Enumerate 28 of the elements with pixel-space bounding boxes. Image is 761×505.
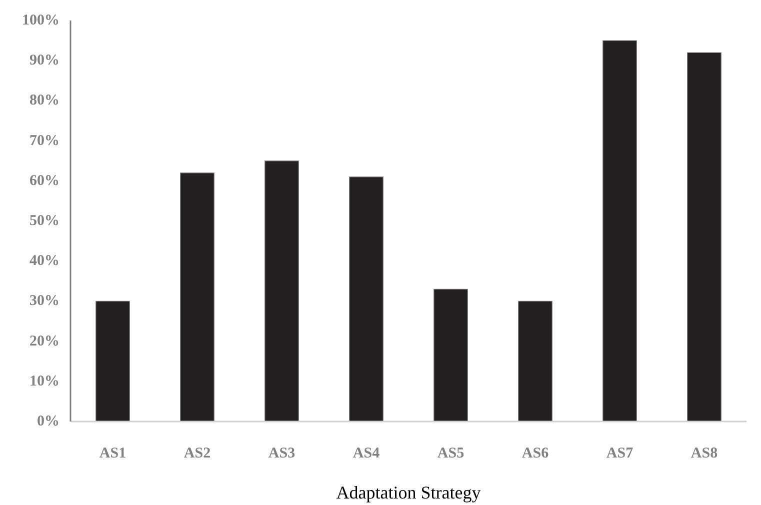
x-tick-label: AS8 (690, 446, 718, 462)
x-tick-label: AS6 (522, 446, 550, 462)
bar (518, 300, 552, 422)
x-tick-label: AS2 (184, 446, 211, 462)
bar (349, 176, 384, 422)
x-tick-label: AS3 (268, 446, 296, 462)
bar (687, 52, 722, 422)
y-tick-label: 80% (30, 92, 60, 109)
y-tick-label: 40% (30, 253, 60, 270)
y-tick-label: 50% (30, 213, 60, 229)
y-tick-label: 60% (30, 172, 60, 189)
x-tick-label: AS7 (606, 446, 634, 462)
x-tick-label: AS1 (99, 446, 126, 462)
y-tick-label: 100% (22, 12, 60, 28)
bar (264, 160, 299, 422)
y-tick-label: 20% (30, 333, 60, 350)
x-axis-title: Adaptation Strategy (336, 482, 481, 502)
bar (434, 288, 468, 422)
bar (180, 172, 214, 422)
y-tick-label: 0% (37, 414, 60, 430)
x-tick-label: AS4 (352, 446, 380, 462)
y-tick-label: 70% (30, 132, 60, 149)
y-tick-label: 30% (30, 293, 60, 310)
bar (96, 300, 130, 422)
y-tick-label: 10% (30, 373, 60, 390)
y-tick-label: 90% (30, 52, 60, 69)
x-tick-label: AS5 (437, 446, 464, 462)
bar (602, 40, 637, 422)
